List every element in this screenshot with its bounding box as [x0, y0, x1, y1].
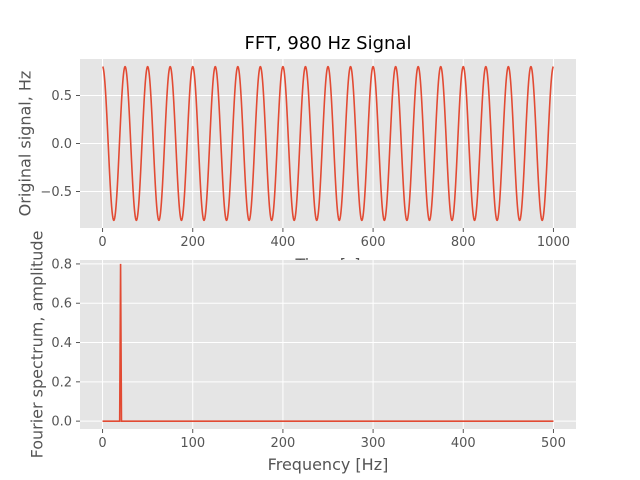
- spectrum-y-axis-label: Fourier spectrum, amplitude: [28, 231, 47, 459]
- spectrum-x-tick-label: 300: [361, 436, 386, 451]
- spectrum-series-line: [102, 263, 554, 422]
- spectrum-y-tick-label: 0.2: [51, 375, 72, 390]
- spectrum-x-axis-label: Frequency [Hz]: [268, 455, 389, 474]
- spectrum-y-tick-label: 0.6: [51, 297, 72, 312]
- spectrum-x-tick-label: 200: [270, 436, 295, 451]
- spectrum-x-tick-label: 100: [180, 436, 205, 451]
- signal-x-tick-label: 800: [451, 235, 476, 250]
- spectrum-x-tick-label: 400: [451, 436, 476, 451]
- signal-x-tick-label: 200: [180, 235, 205, 250]
- signal-tick-labels: 0 200 400 600 800 1000 −0.5 0.0 0.5: [40, 89, 570, 250]
- spectrum-x-tick-label: 0: [98, 436, 106, 451]
- signal-series-line: [102, 65, 554, 222]
- signal-y-tick-label: 0.5: [51, 89, 72, 104]
- spectrum-x-tick-label: 500: [541, 436, 566, 451]
- signal-y-tick-label: −0.5: [40, 185, 72, 200]
- signal-x-tick-label: 1000: [537, 235, 570, 250]
- signal-x-tick-label: 400: [270, 235, 295, 250]
- spectrum-y-tick-label: 0.0: [51, 415, 72, 430]
- chart-title: FFT, 980 Hz Signal: [245, 33, 412, 54]
- spectrum-y-tick-label: 0.4: [51, 336, 72, 351]
- signal-x-tick-label: 0: [98, 235, 106, 250]
- spectrum-y-tick-label: 0.8: [51, 257, 72, 272]
- spectrum-tick-labels: 0 100 200 300 400 500 0.0 0.2 0.4 0.6 0.8: [51, 257, 566, 451]
- signal-y-axis-label: Original signal, Hz: [16, 71, 35, 217]
- signal-subplot: 0 200 400 600 800 1000 −0.5 0.0 0.5 FFT, 980 Hz …: [16, 33, 576, 274]
- spectrum-plot-area: [80, 260, 576, 429]
- spectrum-subplot: 0 100 200 300 400 500 0.0 0.2 0.4 0.6 0.8 Frequenc…: [28, 231, 576, 474]
- signal-x-tick-label: 600: [361, 235, 386, 250]
- signal-y-tick-label: 0.0: [51, 137, 72, 152]
